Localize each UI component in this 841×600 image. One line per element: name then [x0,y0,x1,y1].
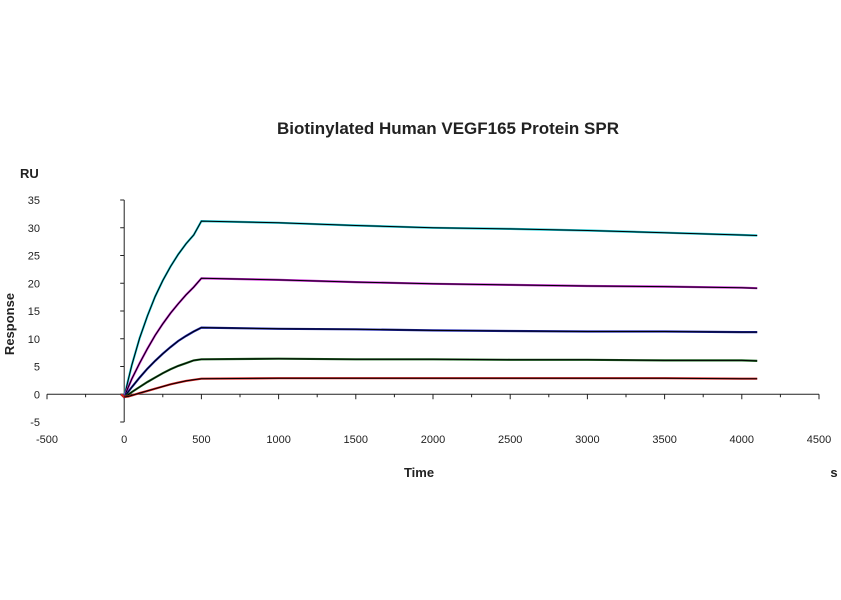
y-tick-label: 5 [34,362,40,374]
fit-line [123,220,758,398]
series-line [120,219,758,400]
y-tick-label: 20 [28,278,40,290]
y-unit-label: RU [20,166,39,181]
x-tick-label: 1500 [344,434,368,446]
y-tick-label: 35 [28,195,40,207]
y-axis-label: Response [2,293,17,355]
y-tick-label: 0 [34,389,40,401]
x-tick-label: 3500 [652,434,676,446]
x-axis-label: Time [404,465,434,480]
y-tick-label: -5 [30,417,40,429]
y-tick-label: 10 [28,334,40,346]
fit-line [123,358,758,398]
x-tick-label: 2000 [421,434,445,446]
fit-line [123,327,758,398]
x-tick-label: 2500 [498,434,522,446]
series-layer [120,219,758,400]
x-tick-label: 4000 [730,434,754,446]
y-tick-label: 15 [28,306,40,318]
axes: -5 0 5 10 15 20 25 30 35 -500 0 500 1000 1500 2000 2500… [28,195,831,446]
x-tick-label: 4500 [807,434,831,446]
fit-line [123,277,758,398]
chart-title: Biotinylated Human VEGF165 Protein SPR [277,119,619,138]
x-tick-label: -500 [36,434,58,446]
series-line [120,326,758,399]
x-tick-label: 1000 [266,434,290,446]
x-tick-label: 3000 [575,434,599,446]
x-tick-label: 500 [192,434,210,446]
fit-line [124,377,758,398]
x-tick-label: 0 [121,434,127,446]
y-tick-label: 25 [28,251,40,263]
x-unit-label: s [830,465,837,480]
y-tick-label: 30 [28,223,40,235]
